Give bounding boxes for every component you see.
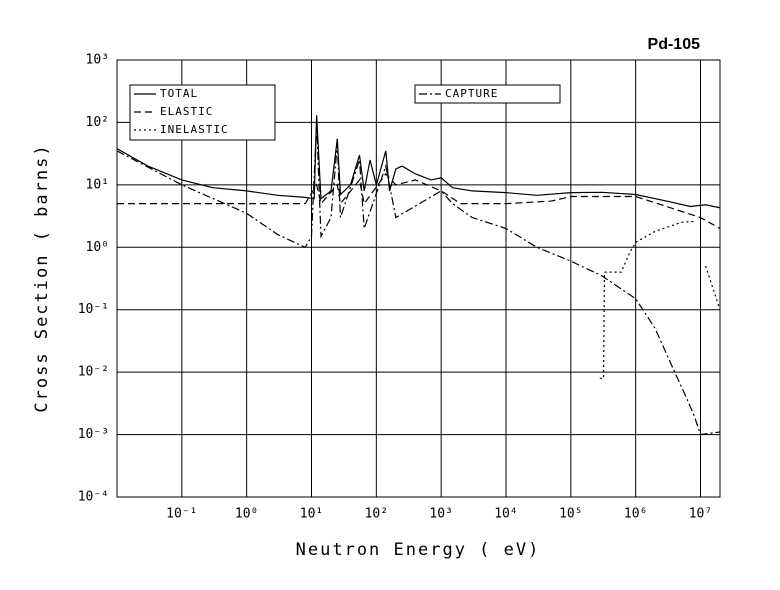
y-tick-label: 10⁻⁴ xyxy=(78,490,109,505)
y-tick-label: 10⁻³ xyxy=(78,427,109,442)
chart-title: Pd-105 xyxy=(648,36,701,53)
x-tick-label: 10² xyxy=(365,507,388,522)
y-tick-label: 10¹ xyxy=(86,177,109,192)
legend-label: TOTAL xyxy=(160,87,198,100)
x-tick-label: 10¹ xyxy=(300,507,323,522)
legend-label: CAPTURE xyxy=(445,87,498,100)
x-axis-title: Neutron Energy ( eV) xyxy=(296,540,541,560)
x-tick-label: 10⁰ xyxy=(235,507,258,522)
y-tick-label: 10⁻² xyxy=(78,365,109,380)
series-line xyxy=(117,172,720,230)
x-tick-label: 10⁴ xyxy=(494,507,517,522)
y-tick-label: 10² xyxy=(86,115,109,130)
series-line xyxy=(117,115,720,209)
y-tick-label: 10⁰ xyxy=(86,240,109,255)
legend-label: ELASTIC xyxy=(160,105,213,118)
y-axis-title: Cross Section ( barns) xyxy=(32,143,52,412)
plot-frame xyxy=(116,59,721,498)
x-tick-label: 10⁵ xyxy=(559,507,582,522)
legend-label: INELASTIC xyxy=(160,123,229,136)
x-tick-label: 10⁶ xyxy=(624,507,647,522)
series-line xyxy=(705,265,720,310)
series-line xyxy=(117,122,720,436)
x-tick-label: 10⁻¹ xyxy=(166,507,197,522)
legend-box xyxy=(129,84,276,141)
y-tick-label: 10⁻¹ xyxy=(78,302,109,317)
series-line xyxy=(599,220,695,379)
legend-box xyxy=(414,84,561,104)
x-tick-label: 10³ xyxy=(429,507,452,522)
x-tick-label: 10⁷ xyxy=(689,507,712,522)
y-tick-label: 10³ xyxy=(86,53,109,68)
